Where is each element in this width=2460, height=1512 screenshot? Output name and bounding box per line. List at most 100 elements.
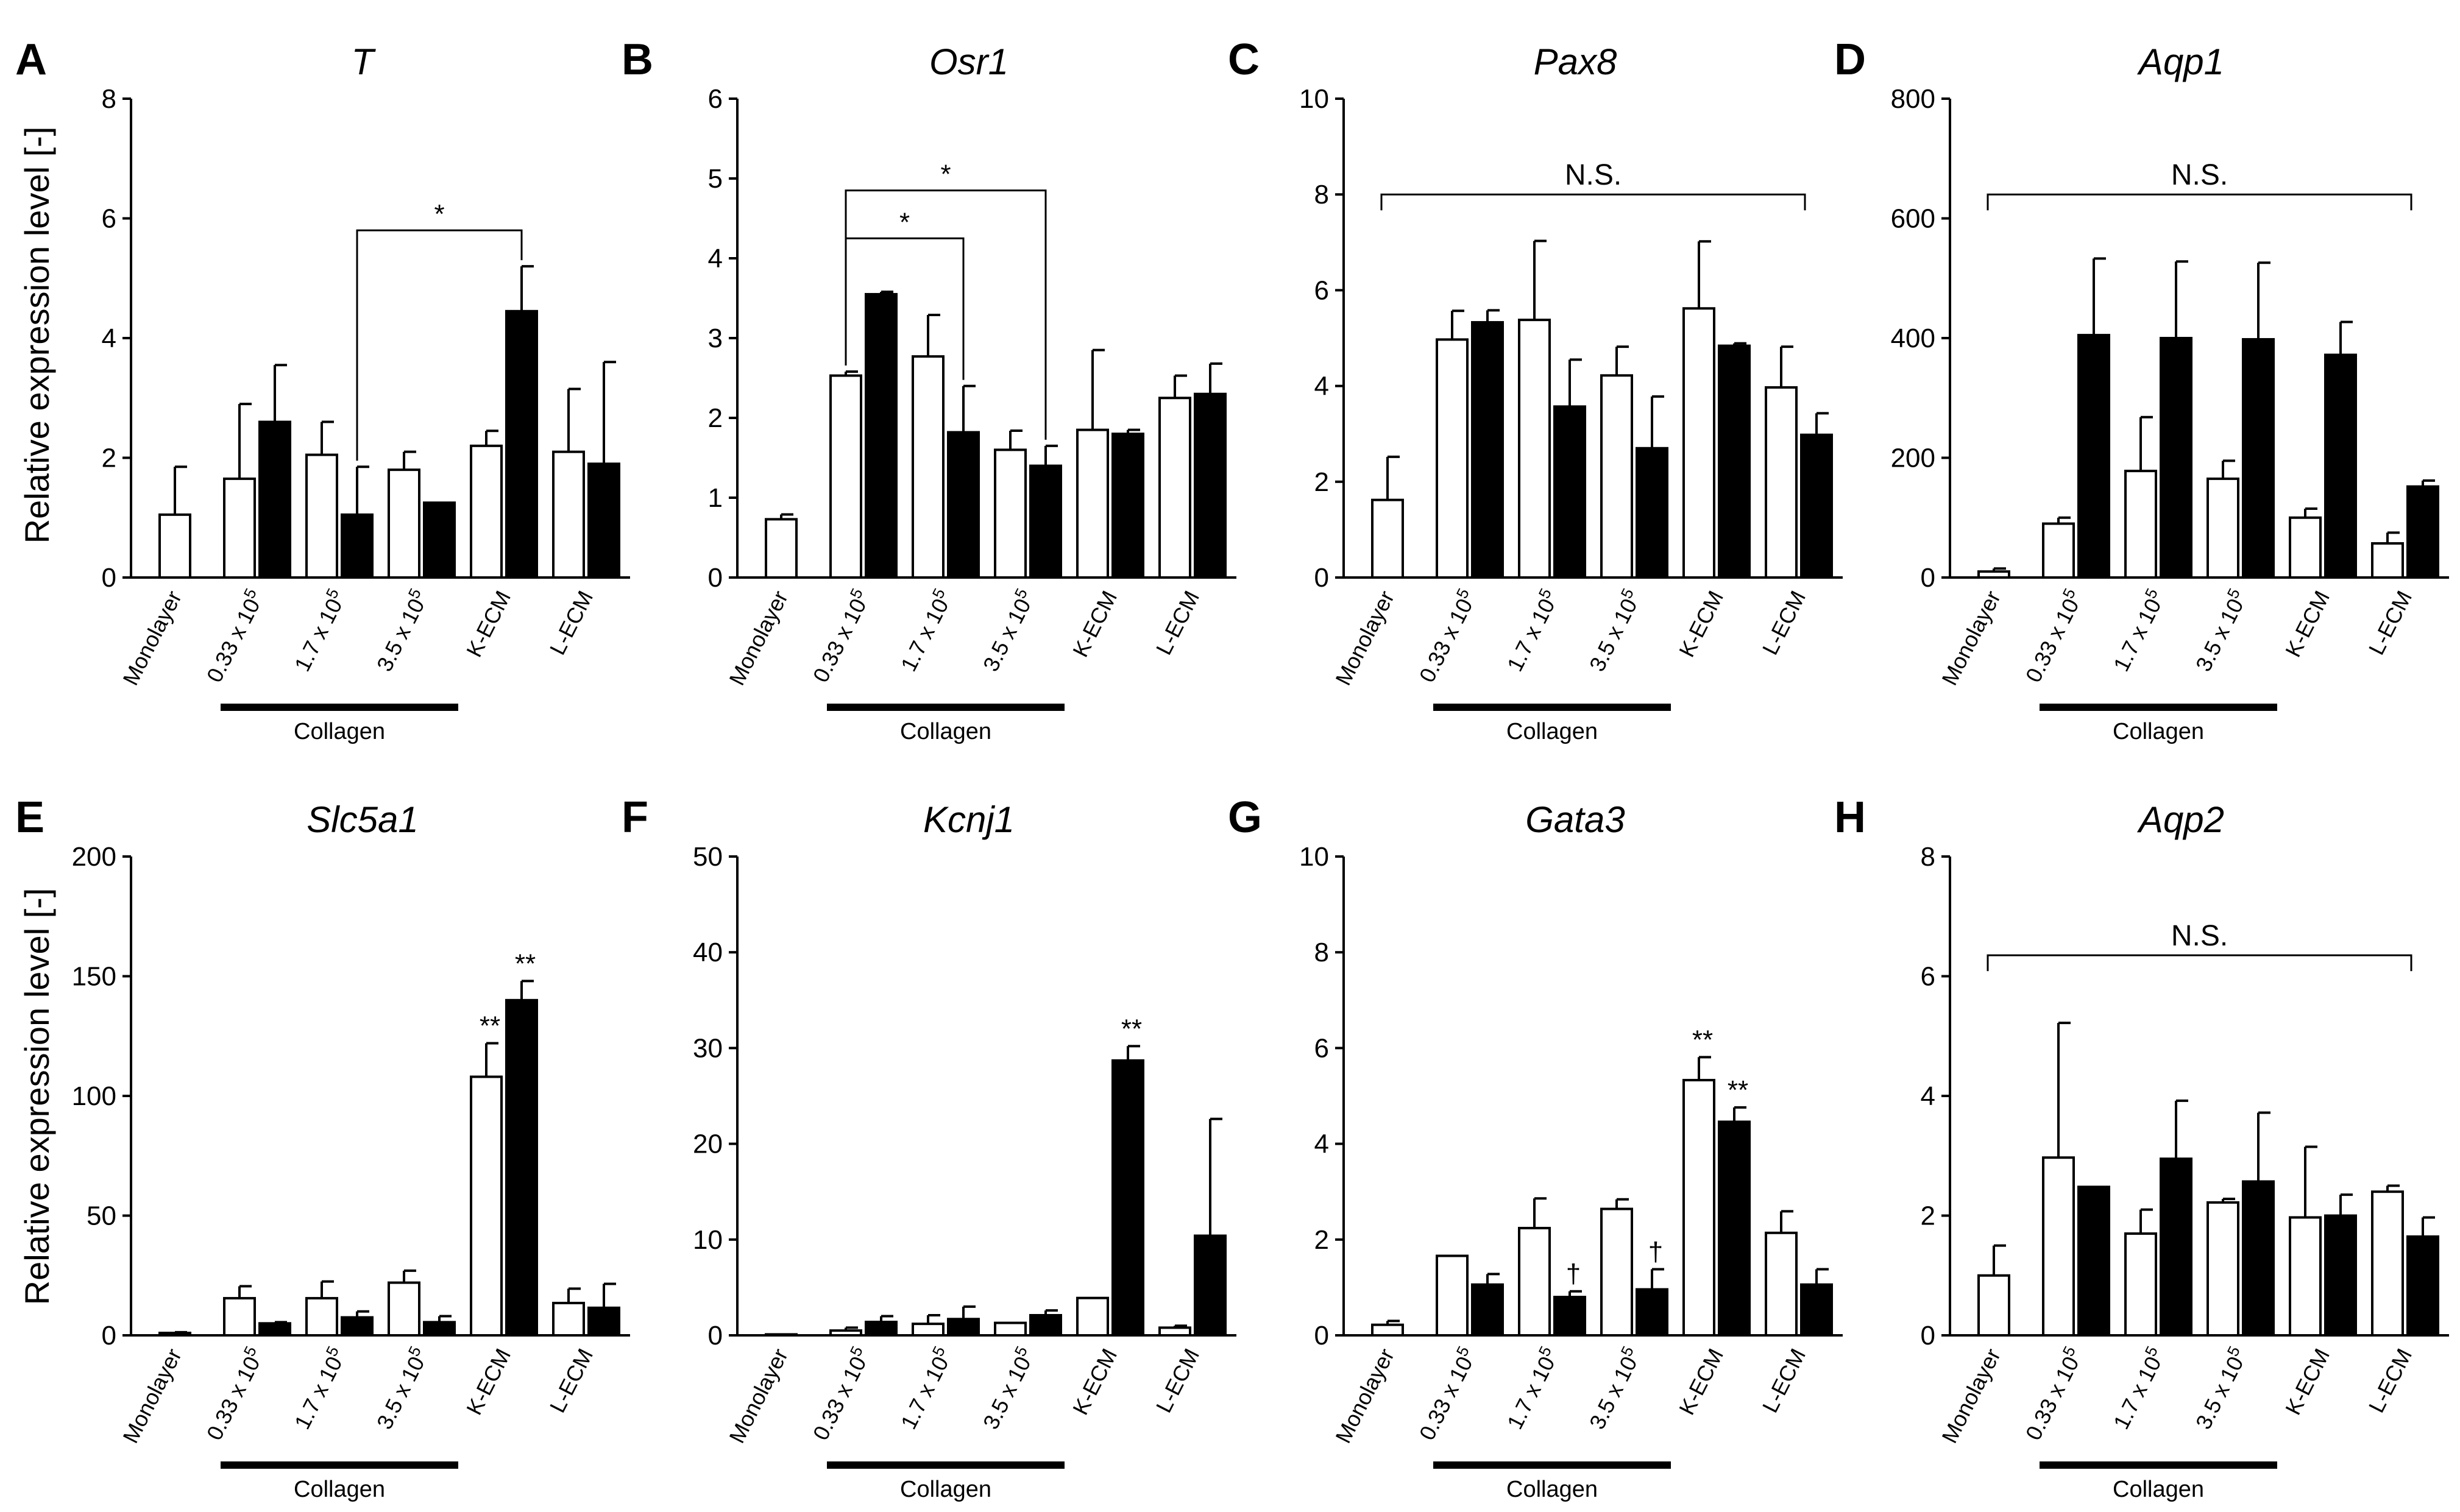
bar-open <box>1436 338 1469 579</box>
bar-filled <box>2242 1180 2275 1337</box>
bar-filled <box>947 1318 980 1337</box>
bar-open <box>1765 386 1798 579</box>
bar-open <box>1076 428 1109 579</box>
bar-open <box>765 1333 798 1337</box>
bar-open <box>1436 1254 1469 1337</box>
y-tick-label: 6 <box>1314 275 1329 305</box>
y-tick-label: 10 <box>693 1225 723 1255</box>
y-tick-label: 200 <box>1891 443 1935 473</box>
bar-filled <box>423 1321 456 1337</box>
category-superscript: 5 <box>2059 585 2079 602</box>
category-label: Monolayer <box>724 587 793 689</box>
y-tick-label: 150 <box>72 962 116 992</box>
y-tick-label: 6 <box>102 204 116 234</box>
category-label: 0.33 x 105 <box>2018 585 2088 687</box>
bar-filled <box>1800 1283 1833 1337</box>
bar-filled <box>505 309 538 579</box>
panel-f: F Kcnj1 0 10 20 30 40 50 Monolayer 0.33 x 105 1.7 … <box>622 793 1236 1502</box>
bar-filled <box>258 1322 291 1337</box>
category-superscript: 5 <box>846 1343 867 1360</box>
category-label: 0.33 x 105 <box>805 1343 875 1444</box>
bar-filled <box>1111 433 1144 579</box>
bar-open <box>2124 1232 2157 1337</box>
bar-open <box>912 355 945 579</box>
bar-open <box>470 444 503 579</box>
bar-filled <box>2242 337 2275 579</box>
collagen-group-label: Collagen <box>900 719 991 744</box>
y-tick-label: 50 <box>693 842 723 872</box>
category-superscript: 5 <box>240 585 260 602</box>
bar-open <box>1682 307 1715 579</box>
bar-open <box>1371 1323 1404 1337</box>
collagen-group-label: Collagen <box>2113 1477 2204 1502</box>
bar-open <box>994 1321 1027 1337</box>
category-label: 3.5 x 105 <box>2188 585 2252 676</box>
bar-open <box>829 374 862 579</box>
y-tick-label: 6 <box>1314 1033 1329 1063</box>
y-tick-label: 3 <box>708 323 723 353</box>
bar-open <box>1765 1231 1798 1337</box>
category-superscript: 5 <box>405 585 425 602</box>
bar-filled <box>505 998 538 1337</box>
bar-open <box>552 450 585 579</box>
category-label: 1.7 x 105 <box>286 1343 351 1433</box>
bar-open <box>1518 319 1551 579</box>
category-label: L-ECM <box>1757 587 1810 659</box>
bar-open <box>305 453 338 579</box>
y-tick-label: 8 <box>1921 842 1935 872</box>
category-superscript: 5 <box>1535 1343 1555 1360</box>
y-axis-label-top: Relative expression level [-] <box>18 127 56 544</box>
category-label: K-ECM <box>461 1344 516 1419</box>
y-tick-label: 30 <box>693 1033 723 1063</box>
panel-g: G Gata3 0 2 4 6 8 10 Monolayer 0.33 x 105 1.7 x 10… <box>1228 793 1843 1502</box>
category-superscript: 5 <box>1011 1343 1031 1360</box>
significance-label: ** <box>1121 1014 1142 1044</box>
category-label: Monolayer <box>1937 587 2005 689</box>
bar-filled <box>2406 1235 2439 1337</box>
panel-title: Gata3 <box>1525 799 1625 840</box>
bar-filled <box>1471 321 1504 579</box>
panel-title: Osr1 <box>929 41 1008 82</box>
y-tick-label: 50 <box>87 1201 116 1231</box>
category-label: 1.7 x 105 <box>2105 1343 2170 1433</box>
category-label: 0.33 x 105 <box>2018 1343 2088 1444</box>
y-tick-label: 5 <box>708 164 723 194</box>
y-tick-label: 200 <box>72 842 116 872</box>
collagen-group-label: Collagen <box>294 719 385 744</box>
bar-filled <box>1553 405 1586 579</box>
panel-letter: F <box>622 793 648 842</box>
ns-label: N.S. <box>1565 159 1622 191</box>
bar-open <box>2371 542 2404 579</box>
collagen-group-label: Collagen <box>900 1477 991 1502</box>
significance-label: * <box>899 207 910 237</box>
bar-filled <box>1029 1313 1062 1337</box>
y-tick-label: 0 <box>708 563 723 593</box>
panel-title: Kcnj1 <box>923 799 1015 840</box>
y-tick-label: 2 <box>1314 467 1329 497</box>
bar-open <box>1977 570 2010 579</box>
y-tick-label: 800 <box>1891 84 1935 114</box>
y-tick-label: 4 <box>102 323 116 353</box>
y-tick-label: 6 <box>708 84 723 114</box>
category-label: 0.33 x 105 <box>1411 1343 1481 1444</box>
ns-label: N.S. <box>2171 920 2228 952</box>
category-label: 3.5 x 105 <box>2188 1343 2252 1433</box>
category-superscript: 5 <box>2224 1343 2244 1360</box>
panel-title: Aqp1 <box>2137 41 2224 82</box>
bar-filled <box>1029 464 1062 579</box>
y-tick-label: 0 <box>1314 563 1329 593</box>
y-tick-label: 0 <box>1314 1321 1329 1351</box>
collagen-group-label: Collagen <box>294 1477 385 1502</box>
bar-open <box>1076 1296 1109 1337</box>
panel-letter: D <box>1834 35 1866 84</box>
bar-filled <box>1800 433 1833 579</box>
category-superscript: 5 <box>1617 1343 1637 1360</box>
y-tick-label: 2 <box>1314 1225 1329 1255</box>
category-label: Monolayer <box>1330 1344 1399 1447</box>
panel-title: Aqp2 <box>2137 799 2224 840</box>
category-label: 3.5 x 105 <box>369 585 433 676</box>
y-tick-label: 4 <box>1314 372 1329 401</box>
y-tick-label: 4 <box>1314 1129 1329 1159</box>
y-tick-label: 4 <box>1921 1081 1935 1111</box>
ns-bracket <box>1380 193 1806 211</box>
